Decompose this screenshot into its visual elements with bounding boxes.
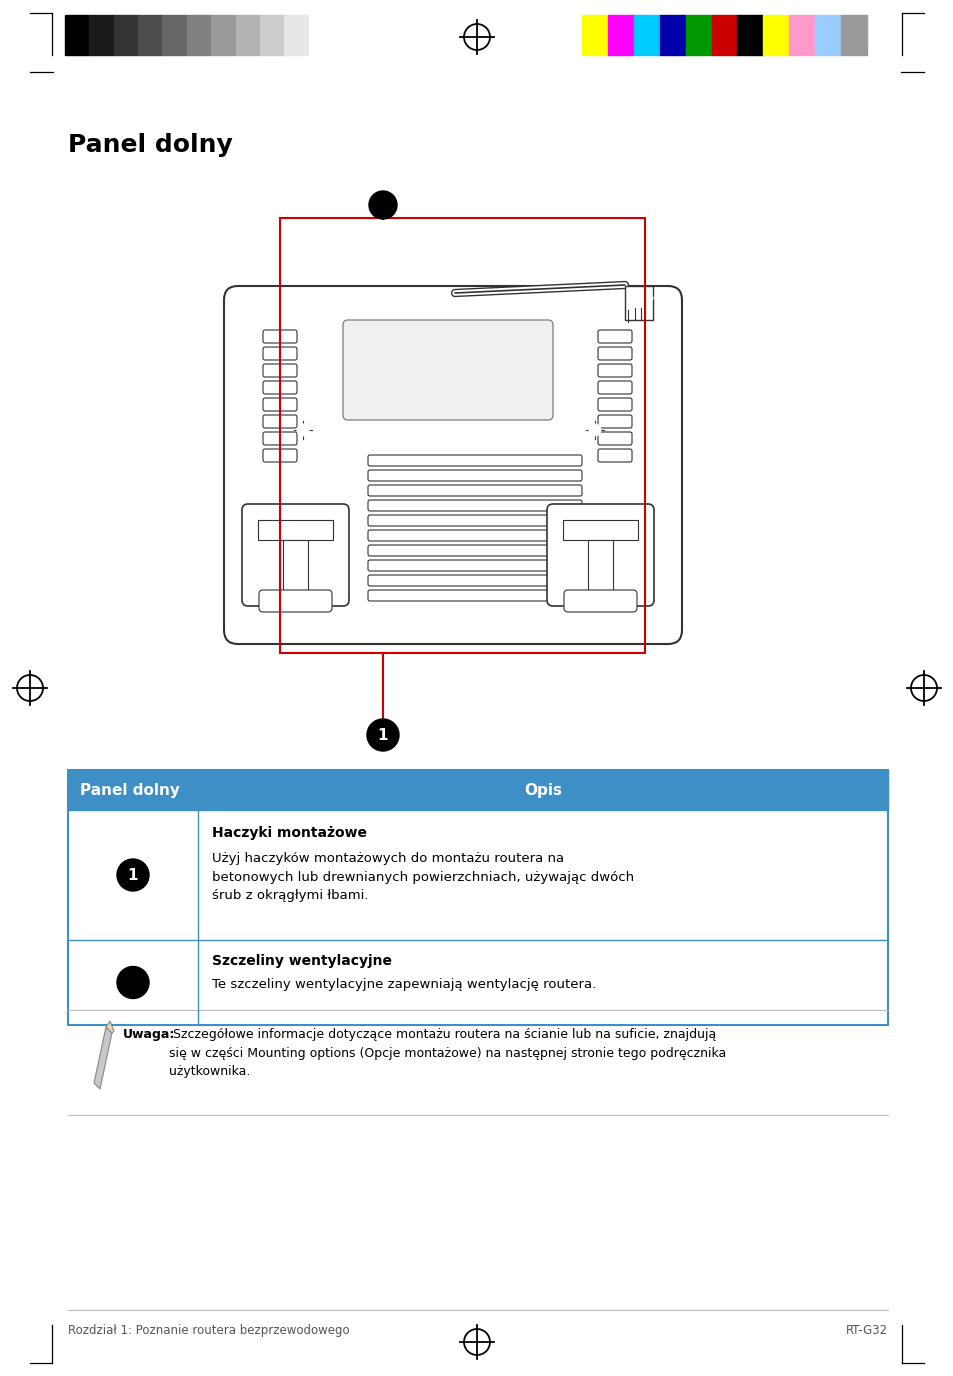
Text: Haczyki montażowe: Haczyki montażowe [212, 826, 367, 839]
FancyBboxPatch shape [598, 365, 631, 377]
Text: Opis: Opis [523, 783, 561, 798]
Text: Szczegółowe informacje dotyczące montażu routera na ścianie lub na suficie, znaj: Szczegółowe informacje dotyczące montażu… [169, 1028, 725, 1077]
Bar [685, 15, 711, 55]
Bar [607, 15, 633, 55]
FancyBboxPatch shape [546, 504, 654, 605]
Bar [68, 771, 887, 1025]
Bar [309, 15, 333, 55]
FancyBboxPatch shape [242, 504, 349, 605]
Bar [737, 15, 762, 55]
Circle shape [644, 294, 652, 301]
Bar [587, 539, 613, 600]
FancyBboxPatch shape [563, 590, 637, 612]
FancyBboxPatch shape [263, 347, 296, 361]
FancyBboxPatch shape [598, 449, 631, 462]
FancyBboxPatch shape [263, 432, 296, 444]
Bar [187, 15, 211, 55]
Text: 1: 1 [128, 867, 138, 882]
Bar [68, 771, 887, 810]
Circle shape [117, 859, 149, 892]
FancyBboxPatch shape [368, 471, 581, 482]
Text: Uwaga:: Uwaga: [123, 1028, 175, 1042]
Text: Te szczeliny wentylacyjne zapewniają wentylację routera.: Te szczeliny wentylacyjne zapewniają wen… [212, 978, 596, 991]
Circle shape [296, 424, 309, 436]
FancyBboxPatch shape [368, 575, 581, 586]
Bar [259, 15, 284, 55]
Bar [211, 15, 235, 55]
Bar [841, 15, 866, 55]
FancyBboxPatch shape [343, 321, 553, 420]
Text: 1: 1 [377, 728, 388, 743]
Bar [65, 15, 90, 55]
FancyBboxPatch shape [368, 455, 581, 466]
FancyBboxPatch shape [263, 398, 296, 411]
Text: Użyj haczyków montażowych do montażu routera na
betonowych lub drewnianych powie: Użyj haczyków montażowych do montażu rou… [212, 852, 634, 903]
Bar [162, 15, 187, 55]
Bar [283, 539, 308, 600]
FancyBboxPatch shape [368, 530, 581, 541]
Bar [762, 15, 788, 55]
Bar [788, 15, 814, 55]
Circle shape [369, 191, 396, 219]
Bar [90, 15, 113, 55]
FancyBboxPatch shape [598, 347, 631, 361]
FancyBboxPatch shape [263, 416, 296, 428]
Bar [113, 15, 138, 55]
Bar [257, 520, 333, 539]
Text: Panel dolny: Panel dolny [80, 783, 180, 798]
Bar [235, 15, 259, 55]
Circle shape [367, 720, 398, 751]
Text: Szczeliny wentylacyjne: Szczeliny wentylacyjne [212, 954, 392, 967]
FancyBboxPatch shape [224, 286, 681, 644]
FancyBboxPatch shape [263, 381, 296, 394]
Bar [711, 15, 737, 55]
Polygon shape [106, 1021, 113, 1033]
Text: Panel dolny: Panel dolny [68, 133, 233, 157]
FancyBboxPatch shape [598, 416, 631, 428]
FancyBboxPatch shape [368, 499, 581, 510]
FancyBboxPatch shape [368, 560, 581, 571]
Bar [284, 15, 309, 55]
Bar [562, 520, 638, 539]
Text: RT-G32: RT-G32 [845, 1324, 887, 1337]
Bar [633, 15, 659, 55]
FancyBboxPatch shape [598, 330, 631, 343]
FancyBboxPatch shape [368, 590, 581, 601]
Text: Rozdział 1: Poznanie routera bezprzewodowego: Rozdział 1: Poznanie routera bezprzewodo… [68, 1324, 349, 1337]
FancyBboxPatch shape [598, 432, 631, 444]
FancyBboxPatch shape [263, 449, 296, 462]
FancyBboxPatch shape [368, 515, 581, 526]
Bar [138, 15, 162, 55]
FancyBboxPatch shape [258, 590, 332, 612]
Circle shape [588, 424, 600, 436]
Bar [814, 15, 841, 55]
FancyBboxPatch shape [368, 545, 581, 556]
Polygon shape [94, 1026, 112, 1088]
FancyBboxPatch shape [368, 484, 581, 495]
FancyBboxPatch shape [598, 381, 631, 394]
Bar [280, 217, 644, 654]
FancyBboxPatch shape [263, 330, 296, 343]
FancyBboxPatch shape [263, 365, 296, 377]
Bar [624, 286, 652, 321]
FancyBboxPatch shape [598, 398, 631, 411]
Circle shape [117, 966, 149, 999]
Bar [659, 15, 685, 55]
Bar [581, 15, 607, 55]
